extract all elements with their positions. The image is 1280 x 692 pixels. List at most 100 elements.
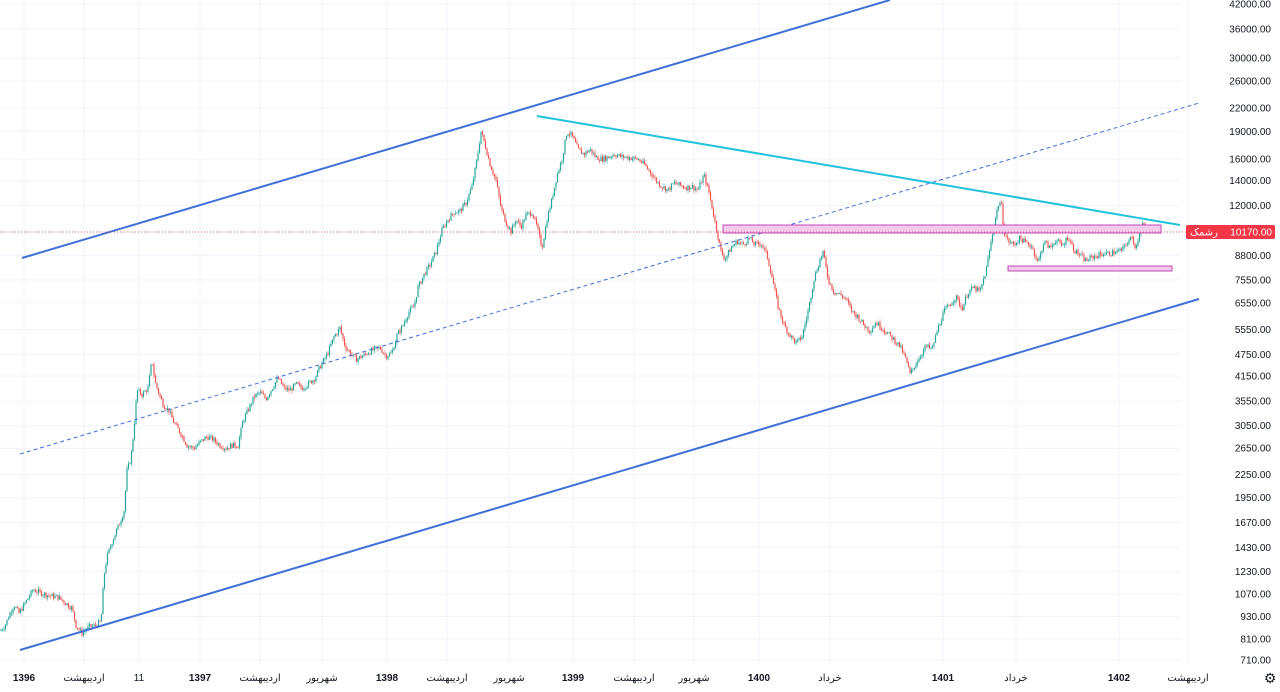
- candle-body: [390, 352, 391, 353]
- candle-body: [314, 380, 315, 381]
- gear-icon[interactable]: ⚙: [1262, 670, 1278, 686]
- candle-body: [405, 320, 406, 322]
- y-tick-label: 3550.00: [1235, 397, 1272, 408]
- candle-body: [263, 394, 264, 395]
- candle-body: [254, 397, 255, 398]
- candle-body: [500, 196, 501, 205]
- candle-body: [623, 155, 624, 158]
- candle-body: [290, 389, 291, 391]
- candle-body: [1080, 254, 1081, 255]
- candle-body: [1136, 246, 1137, 249]
- candle-body: [479, 144, 480, 153]
- candle-body: [1043, 244, 1044, 251]
- candle-body: [555, 182, 556, 187]
- candle-body: [15, 607, 16, 608]
- candle-body: [228, 448, 229, 449]
- candle-body: [558, 170, 559, 173]
- x-tick-label: اردیبهشت: [63, 673, 104, 684]
- candle-body: [410, 308, 411, 312]
- candle-body: [704, 175, 705, 177]
- candle-body: [938, 325, 939, 332]
- candle-body: [182, 436, 183, 437]
- candle-body: [294, 384, 295, 385]
- candle-body: [162, 399, 163, 406]
- candle-body: [291, 389, 292, 391]
- price-axis[interactable]: 42000.00 36000.00 30000.00 26000.00 22000.00…: [1229, 0, 1271, 667]
- candle-body: [587, 151, 588, 152]
- candle-body: [435, 252, 436, 253]
- candle-body: [909, 367, 910, 373]
- candle-body: [455, 213, 456, 214]
- candle-body: [165, 409, 166, 410]
- candle-body: [803, 330, 804, 338]
- x-tick-label: 1400: [748, 673, 771, 684]
- candle-body: [806, 319, 807, 324]
- x-tick-label: اردیبهشت: [613, 673, 654, 684]
- candle-body: [537, 224, 538, 229]
- candle-body: [657, 182, 658, 183]
- candle-body: [573, 136, 574, 139]
- trend-drawings: [0, 0, 1199, 650]
- candle-body: [375, 347, 376, 348]
- candle-body: [674, 182, 675, 183]
- candle-body: [222, 448, 223, 449]
- candle-body: [663, 187, 664, 189]
- candle-body: [653, 177, 654, 178]
- candle-body: [471, 185, 472, 190]
- candle-body: [524, 220, 525, 221]
- candle-body: [1046, 241, 1047, 242]
- candle-body: [563, 153, 564, 161]
- candle-body: [230, 444, 231, 449]
- candle-body: [666, 189, 667, 191]
- candle-body: [186, 444, 187, 447]
- candle-body: [200, 441, 201, 442]
- candle-body: [729, 250, 730, 252]
- candle-body: [38, 589, 39, 592]
- candle-body: [518, 221, 519, 222]
- candle-body: [894, 338, 895, 344]
- candle-body: [701, 183, 702, 184]
- time-axis[interactable]: 1396 اردیبهشت 11 1397 اردیبهشت شهریور 1398 اردی…: [13, 673, 1209, 684]
- candle-body: [3, 629, 4, 630]
- candle-body: [776, 289, 777, 296]
- candle-body: [140, 389, 141, 394]
- candle-body: [636, 158, 637, 160]
- candle-body: [869, 331, 870, 332]
- candle-body: [498, 187, 499, 196]
- candle-body: [980, 289, 981, 290]
- candle-body: [213, 438, 214, 441]
- price-label-value: 10170.00: [1230, 228, 1272, 239]
- candle-body: [920, 357, 921, 359]
- candle-body: [365, 353, 366, 354]
- candle-body: [965, 297, 966, 304]
- candle-body: [1112, 251, 1113, 256]
- y-tick-label: 2650.00: [1235, 444, 1272, 455]
- candle-body: [284, 386, 285, 387]
- candle-body: [738, 243, 739, 245]
- candle-body: [383, 353, 384, 354]
- candle-body: [338, 329, 339, 334]
- x-tick-label: 1397: [189, 673, 212, 684]
- candle-body: [585, 151, 586, 155]
- candle-body: [461, 209, 462, 211]
- candle-body: [891, 335, 892, 340]
- candle-body: [576, 142, 577, 144]
- candle-body: [557, 173, 558, 182]
- candle-body: [252, 397, 253, 404]
- candle-body: [848, 299, 849, 302]
- candle-body: [1094, 256, 1095, 259]
- y-tick-label: 6550.00: [1235, 298, 1272, 309]
- candle-body: [798, 338, 799, 340]
- candle-body: [323, 358, 324, 363]
- y-tick-label: 5550.00: [1235, 325, 1272, 336]
- candle-body: [872, 328, 873, 332]
- candle-body: [693, 185, 694, 190]
- candle-body: [684, 188, 685, 189]
- candle-body: [1074, 251, 1075, 253]
- candle-body: [747, 238, 748, 244]
- candle-body: [768, 259, 769, 266]
- candle-body: [120, 522, 121, 525]
- candle-body: [17, 607, 18, 608]
